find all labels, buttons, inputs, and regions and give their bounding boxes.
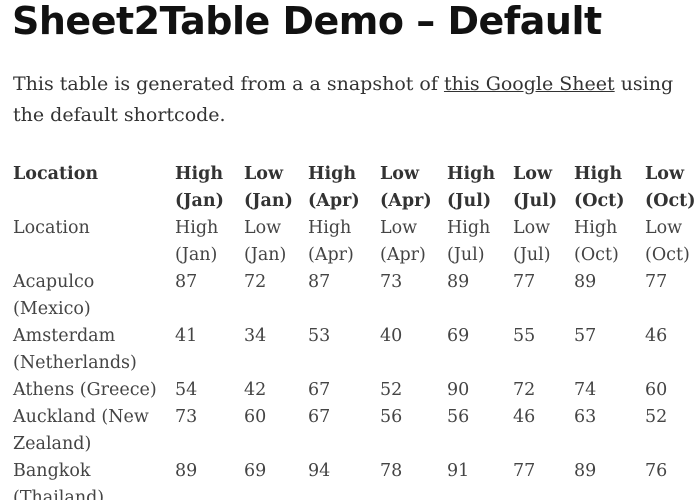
temperature-cell: Low (Apr) (380, 218, 426, 265)
temperature-cell: 41 (175, 326, 198, 346)
temperature-cell: Low (Jan) (244, 218, 287, 265)
temperature-cell: 94 (308, 461, 331, 481)
table-row: Athens (Greece) 54 42 67 52 90 72 74 60 (13, 377, 696, 404)
location-cell: Location (13, 218, 90, 238)
temperature-cell: 60 (244, 407, 267, 427)
location-cell: Amsterdam (Netherlands) (13, 326, 137, 373)
temperature-cell: 63 (574, 407, 597, 427)
temperature-cell: 56 (447, 407, 470, 427)
table-row: Acapulco (Mexico) 87 72 87 73 89 77 89 77 (13, 269, 696, 323)
location-cell: Athens (Greece) (13, 380, 157, 400)
temperature-cell: 89 (574, 461, 597, 481)
temperature-cell: 46 (513, 407, 536, 427)
temperature-cell: 89 (447, 272, 470, 292)
temperature-cell: 76 (645, 461, 668, 481)
temperature-cell: 54 (175, 380, 198, 400)
temperature-cell: 78 (380, 461, 403, 481)
temperature-cell: 73 (380, 272, 403, 292)
temperature-cell: 77 (513, 272, 536, 292)
temperature-cell: 90 (447, 380, 470, 400)
temperature-cell: High (Jan) (175, 218, 219, 265)
temperature-cell: 77 (645, 272, 668, 292)
intro-text-after: using the default shortcode. (13, 73, 674, 126)
column-header: High (Apr) (308, 164, 360, 211)
temperature-cell: High (Jul) (447, 218, 491, 265)
location-cell: Auckland (New Zealand) (13, 407, 149, 454)
page-title: Sheet2Table Demo – Default (12, 0, 602, 43)
column-header: High (Oct) (574, 164, 625, 211)
temperature-cell: 56 (380, 407, 403, 427)
temperature-cell: 53 (308, 326, 331, 346)
column-header: High (Jul) (447, 164, 496, 211)
data-table: Location High (Jan) Low (Jan) High (Apr) Low… (13, 161, 696, 500)
table-row: Location High (Jan) Low (Jan) High (Apr) Low… (13, 215, 696, 269)
temperature-cell: 34 (244, 326, 267, 346)
column-header-location: Location (13, 164, 99, 184)
temperature-cell: 69 (244, 461, 267, 481)
temperature-cell: 87 (308, 272, 331, 292)
temperature-cell: 42 (244, 380, 267, 400)
temperature-cell: 40 (380, 326, 403, 346)
column-header: High (Jan) (175, 164, 224, 211)
temperature-cell: 60 (645, 380, 668, 400)
table-row: Bangkok (Thailand) 89 69 94 78 91 77 89 76 (13, 458, 696, 500)
temperature-cell: 89 (574, 272, 597, 292)
temperature-cell: 52 (380, 380, 403, 400)
intro-paragraph: This table is generated from a a snapsho… (13, 69, 683, 131)
temperature-cell: High (Oct) (574, 218, 619, 265)
temperature-cell: 69 (447, 326, 470, 346)
temperature-cell: 89 (175, 461, 198, 481)
column-header: Low (Jul) (513, 164, 558, 211)
temperature-cell: Low (Jul) (513, 218, 551, 265)
temperature-cell: 55 (513, 326, 536, 346)
temperature-cell: Low (Oct) (645, 218, 690, 265)
column-header: Low (Jan) (244, 164, 293, 211)
column-header: Low (Oct) (645, 164, 696, 211)
temperature-cell: 57 (574, 326, 597, 346)
temperature-cell: 67 (308, 380, 331, 400)
table-row: Auckland (New Zealand) 73 60 67 56 56 46 63 52 (13, 404, 696, 458)
google-sheet-link[interactable]: this Google Sheet (443, 73, 615, 95)
temperature-cell: 72 (513, 380, 536, 400)
temperature-cell: 73 (175, 407, 198, 427)
table-row: Amsterdam (Netherlands) 41 34 53 40 69 55 57 46 (13, 323, 696, 377)
column-header: Low (Apr) (380, 164, 432, 211)
temperature-cell: 91 (447, 461, 470, 481)
table-body: Location High (Jan) Low (Jan) High (Apr) Low… (13, 215, 696, 500)
intro-text-before: This table is generated from a a snapsho… (13, 73, 444, 95)
table-header-row: Location High (Jan) Low (Jan) High (Apr) Low… (13, 161, 696, 215)
temperature-cell: High (Apr) (308, 218, 354, 265)
temperature-cell: 87 (175, 272, 198, 292)
temperature-cell: 77 (513, 461, 536, 481)
temperature-cell: 46 (645, 326, 668, 346)
temperature-cell: 52 (645, 407, 668, 427)
temperature-cell: 72 (244, 272, 267, 292)
temperature-cell: 74 (574, 380, 597, 400)
temperature-cell: 67 (308, 407, 331, 427)
location-cell: Bangkok (Thailand) (13, 461, 105, 500)
location-cell: Acapulco (Mexico) (13, 272, 95, 319)
